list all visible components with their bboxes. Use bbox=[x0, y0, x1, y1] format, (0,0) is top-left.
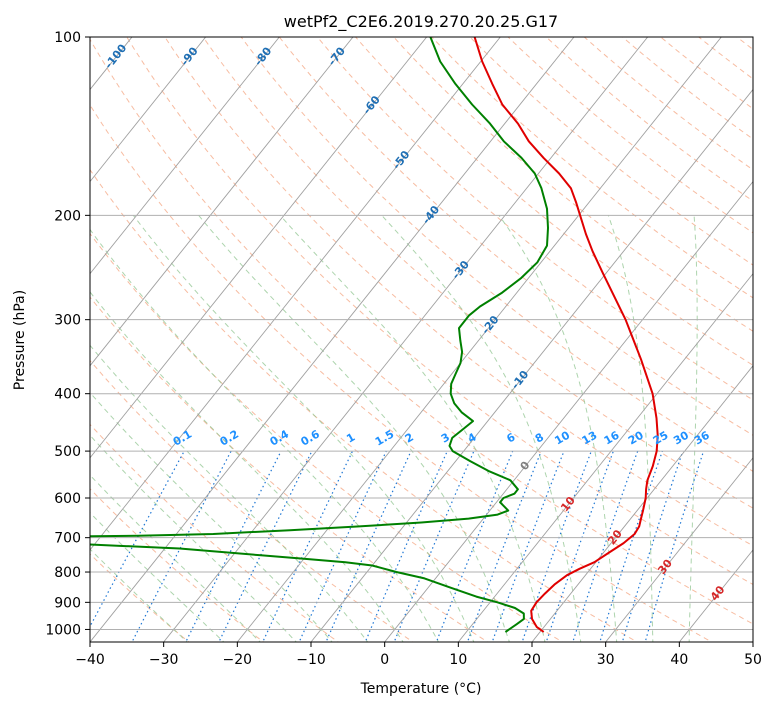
dry-adiabat bbox=[278, 37, 753, 436]
x-tick-label: 0 bbox=[380, 652, 389, 668]
moist-adiabat bbox=[90, 434, 297, 642]
dry-adiabat bbox=[354, 37, 753, 366]
x-tick-label: 50 bbox=[744, 652, 762, 668]
dry-adiabat bbox=[90, 232, 564, 642]
x-tick-label: 40 bbox=[670, 652, 688, 668]
x-tick-label: −20 bbox=[223, 652, 253, 668]
mixing-ratio-line bbox=[298, 450, 387, 642]
temperature-profile-line bbox=[473, 37, 659, 633]
mixing-ratio-line bbox=[521, 450, 592, 642]
dry-adiabat bbox=[202, 37, 753, 509]
moist-adiabat bbox=[198, 214, 510, 642]
isotherm-line bbox=[90, 37, 280, 275]
moist-adiabat bbox=[90, 291, 404, 642]
mixing-ratio-line bbox=[644, 450, 705, 642]
moist-adiabat bbox=[90, 474, 261, 642]
y-tick-label: 900 bbox=[54, 595, 81, 611]
x-tick-label: 20 bbox=[523, 652, 541, 668]
y-tick-label: 600 bbox=[54, 491, 81, 507]
dry-adiabat bbox=[90, 423, 340, 642]
y-tick-label: 100 bbox=[54, 30, 81, 46]
x-axis-title: Temperature (°C) bbox=[360, 681, 482, 697]
chart-title: wetPf2_C2E6.2019.270.20.25.G17 bbox=[284, 12, 558, 32]
mixing-ratio-line bbox=[621, 450, 684, 642]
y-axis: 100 200 300 400 500 600 700 800 900 1000 bbox=[45, 30, 90, 638]
isotherm-line bbox=[90, 37, 428, 459]
y-tick-label: 1000 bbox=[45, 622, 81, 638]
x-tick-label: −40 bbox=[75, 652, 105, 668]
isotherm-line bbox=[90, 37, 207, 183]
isotherm-line bbox=[90, 37, 354, 367]
isotherm-line bbox=[90, 37, 575, 642]
moist-adiabat bbox=[688, 215, 698, 642]
y-tick-label: 400 bbox=[54, 387, 81, 403]
moist-adiabat bbox=[132, 214, 475, 642]
x-axis: −40 −30 −20 −10 0 10 20 30 40 50 bbox=[75, 642, 762, 668]
dry-adiabat bbox=[164, 37, 753, 547]
isotherm-line bbox=[90, 37, 501, 551]
isotherm-line bbox=[236, 37, 722, 642]
sounding-profiles bbox=[90, 37, 659, 633]
x-tick-label: 10 bbox=[449, 652, 467, 668]
dry-adiabat bbox=[431, 37, 753, 299]
mixing-ratio-line bbox=[545, 450, 614, 642]
mixing-ratio-line bbox=[364, 450, 448, 642]
dry-adiabat bbox=[90, 38, 753, 625]
isotherm-line bbox=[531, 365, 753, 642]
moist-adiabat bbox=[90, 228, 440, 642]
isotherm-line bbox=[605, 457, 753, 642]
isotherm-line bbox=[310, 88, 753, 642]
x-tick-label: −30 bbox=[149, 652, 179, 668]
isotherm-line bbox=[457, 272, 753, 642]
moist-adiabat bbox=[498, 215, 618, 642]
y-tick-label: 700 bbox=[54, 531, 81, 547]
moist-adiabat bbox=[279, 214, 546, 642]
y-tick-label: 300 bbox=[54, 313, 81, 329]
y-tick-label: 500 bbox=[54, 444, 81, 460]
plot-frame bbox=[89, 36, 754, 643]
x-tick-label: −10 bbox=[296, 652, 326, 668]
mixing-ratio-line bbox=[185, 450, 282, 642]
moist-adiabat bbox=[90, 511, 225, 642]
y-tick-label: 800 bbox=[54, 565, 81, 581]
dewpoint-profile-line bbox=[90, 37, 549, 633]
isotherm-line bbox=[384, 180, 753, 642]
moist-adiabat bbox=[381, 214, 582, 642]
y-axis-title: Pressure (hPa) bbox=[12, 290, 28, 390]
y-tick-label: 200 bbox=[54, 208, 81, 224]
isotherm-line bbox=[163, 37, 649, 642]
mixing-ratio-line bbox=[325, 450, 412, 642]
x-tick-label: 30 bbox=[597, 652, 615, 668]
